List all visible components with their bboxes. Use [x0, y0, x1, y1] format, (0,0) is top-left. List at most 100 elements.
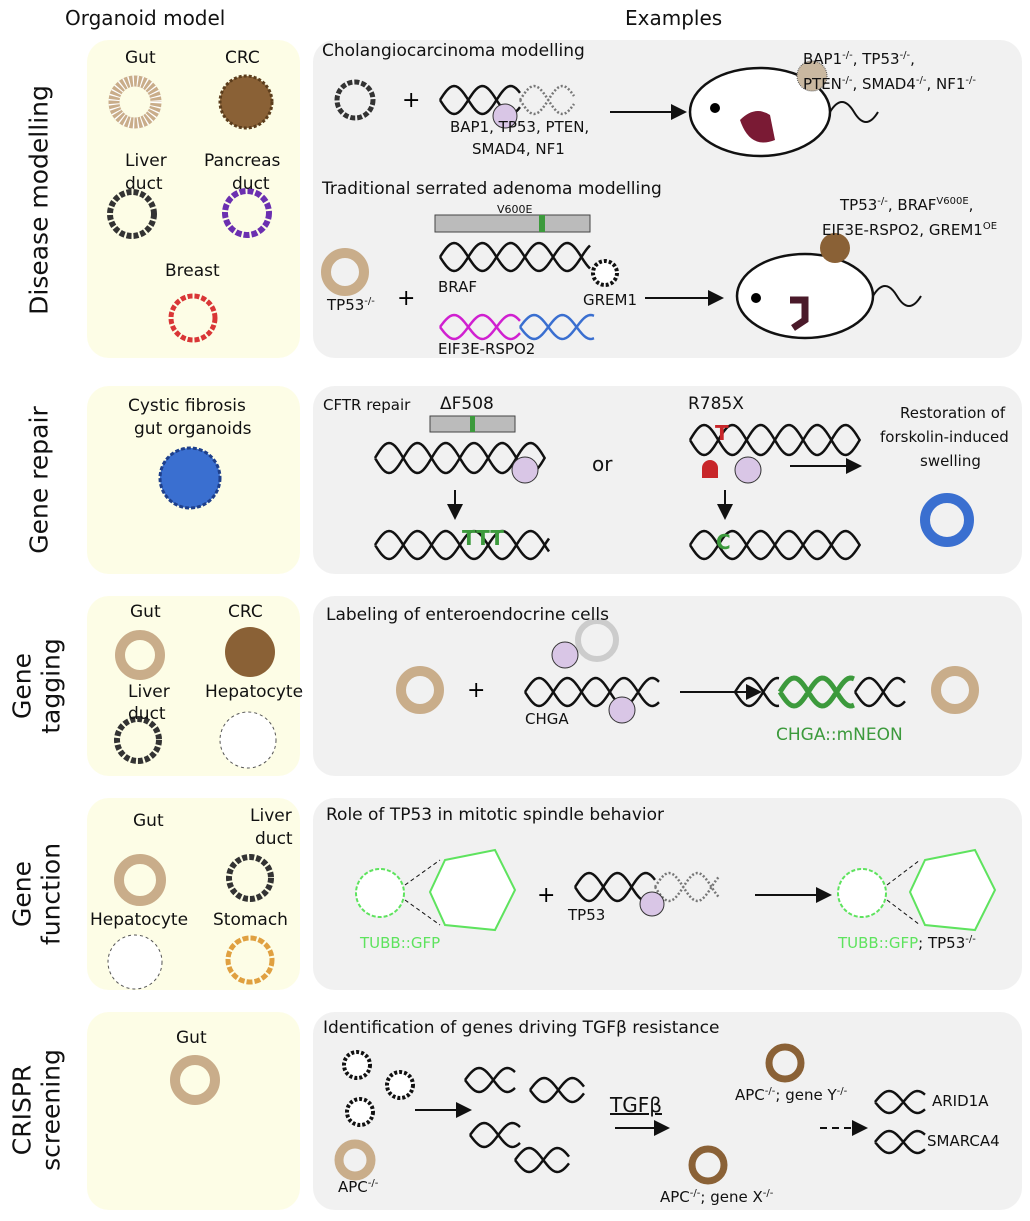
header-organoid-model: Organoid model	[65, 6, 226, 30]
mouse-icon	[688, 66, 879, 158]
mutation-label: R785X	[688, 394, 744, 414]
product-label: CHGA::mNEON	[776, 725, 903, 745]
chga-helix	[523, 676, 660, 708]
example-title: Role of TP53 in mitotic spindle behavior	[326, 805, 665, 825]
virus-library-icon	[342, 1050, 372, 1080]
dna-helix-repaired	[688, 529, 862, 561]
gene-label: BRAF	[438, 278, 477, 296]
organoid-apc	[334, 1139, 376, 1181]
organoid-genotype: TP53-/-	[327, 296, 375, 314]
model-stomach: Stomach	[213, 910, 288, 930]
organoid-gfp-mutant	[837, 868, 887, 918]
dna-helix	[514, 1146, 570, 1174]
organoid-tagged	[931, 666, 979, 714]
organoid-liver-duct	[107, 189, 157, 239]
mutation-mark	[470, 416, 475, 432]
model-pancreas: Pancreas	[204, 151, 281, 171]
mouse-icon	[735, 252, 922, 340]
hit-gene: SMARCA4	[927, 1132, 1000, 1150]
mutation-label: ΔF508	[440, 394, 494, 414]
dna-helix	[688, 423, 862, 457]
hit-gene: ARID1A	[932, 1092, 989, 1110]
braf-helix	[438, 241, 591, 273]
cas9-icon	[551, 641, 579, 669]
virus-label: GREM1	[583, 291, 638, 309]
organoid-gut	[170, 1055, 220, 1105]
model-duct: duct	[232, 174, 270, 194]
organoid-crc-tagged	[225, 627, 275, 677]
organoid-swollen	[920, 493, 974, 547]
treatment-label: TGFβ	[610, 1093, 662, 1117]
model-gut: Gut	[125, 48, 156, 68]
rspo2-helix	[519, 313, 595, 341]
model-panel-screening	[87, 1012, 300, 1210]
example-panel-tagging	[313, 596, 1022, 776]
example-title: Labeling of enteroendocrine cells	[326, 605, 609, 625]
repaired-bases: TTT	[462, 526, 504, 550]
braf-template-bar	[434, 214, 591, 233]
result-text: Restoration of	[900, 404, 1006, 422]
cell-spindle-icon	[428, 848, 517, 932]
virus-library-icon	[385, 1070, 415, 1100]
organoid-pancreas-duct	[222, 188, 272, 238]
model-hepatocyte: Hepatocyte	[205, 682, 304, 702]
model-liver: Liver	[128, 682, 170, 702]
dna-helix-repaired	[373, 529, 551, 561]
virus-icon	[591, 259, 619, 287]
organoid-gut	[396, 666, 444, 714]
example-title: Identification of genes driving TGFβ res…	[323, 1018, 720, 1038]
organoid-cystic-fibrosis	[158, 446, 222, 510]
base-editor-icon	[734, 456, 762, 484]
model-gut: Gut	[130, 602, 161, 622]
gene-label: TP53	[568, 906, 606, 924]
plus-sign: +	[467, 678, 485, 703]
zoom-lines	[404, 859, 441, 926]
tumor-icon	[796, 60, 828, 92]
model-duct: duct	[128, 704, 166, 724]
organoid-gut-tagged	[115, 630, 165, 680]
tp53-helix-cut	[653, 871, 720, 903]
model-liver: Liver	[250, 806, 292, 826]
model-liver: Liver	[125, 151, 167, 171]
donor-plasmid-icon	[575, 618, 619, 662]
organoid-liver-duct-tagged	[114, 716, 162, 764]
mutant-base: T	[715, 421, 729, 445]
result-genotype: BAP1-/-, TP53-/-,	[803, 50, 915, 68]
dna-helix	[469, 1121, 521, 1149]
model-hepatocyte: Hepatocyte	[90, 910, 189, 930]
result-genotype: TP53-/-, BRAFV600E,	[840, 196, 974, 214]
mutation-label: V600E	[497, 203, 533, 216]
model-crc: CRC	[225, 48, 260, 68]
example-title: CFTR repair	[323, 396, 411, 414]
mutation-mark	[539, 215, 545, 232]
model-gut: Gut	[133, 811, 164, 831]
organoid-hepatocyte	[107, 934, 163, 990]
organoid-clone-y	[765, 1043, 805, 1083]
smarca4-helix	[874, 1129, 926, 1155]
dna-helix-cut	[518, 84, 576, 116]
organoid-hepatocyte-tagged	[219, 711, 277, 769]
dna-helix	[733, 676, 780, 708]
clone-x-label: APC-/-; gene X-/-	[660, 1188, 774, 1206]
organoid-liver-duct	[226, 854, 274, 902]
virus-library-icon	[345, 1097, 375, 1127]
model-crc: CRC	[228, 602, 263, 622]
dna-helix	[464, 1066, 516, 1094]
cas9-icon	[492, 103, 518, 129]
result-text: forskolin-induced	[880, 428, 1009, 446]
model-gut-organoids: gut organoids	[134, 419, 252, 439]
result-genotype: EIF3E-RSPO2, GREM1OE	[822, 221, 998, 239]
result-genotype: TUBB::GFP; TP53-/-	[838, 934, 976, 952]
mneon-helix	[777, 675, 855, 709]
model-breast: Breast	[165, 261, 220, 281]
organoid-crc	[218, 74, 274, 130]
cell-multipolar-spindle-icon	[908, 848, 997, 932]
gene-label: CHGA	[525, 710, 569, 728]
eif3e-helix	[439, 313, 521, 341]
fusion-label: EIF3E-RSPO2	[438, 340, 536, 358]
tumor-icon	[820, 233, 850, 263]
model-duct: duct	[125, 174, 163, 194]
organoid-stomach	[225, 935, 275, 985]
